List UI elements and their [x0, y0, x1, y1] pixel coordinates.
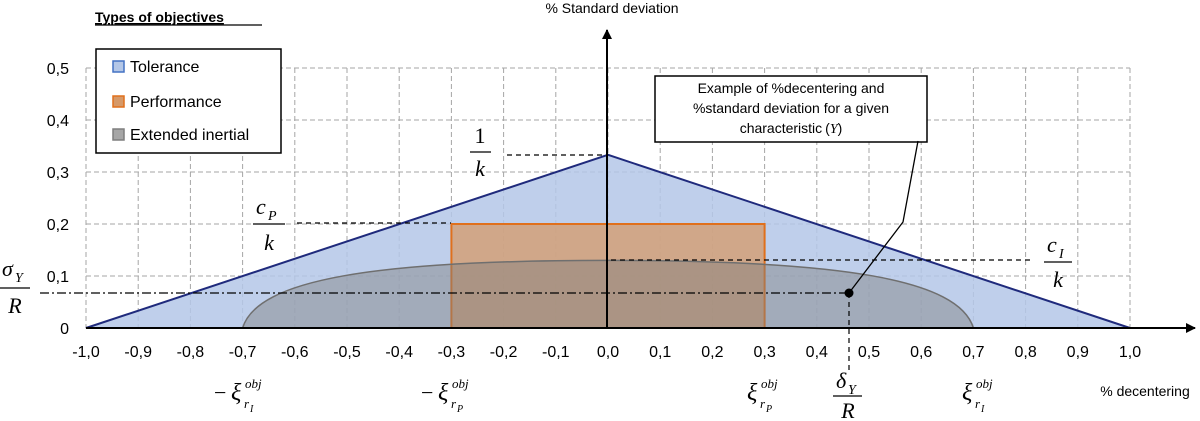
- svg-text:c: c: [256, 194, 266, 219]
- x-tick-label: 0,5: [858, 344, 880, 361]
- label-sigma-over-r: σ Y R: [0, 256, 30, 318]
- legend-swatch-tolerance: [112, 60, 125, 73]
- svg-text:ξ: ξ: [438, 380, 449, 406]
- x-tick-label: 0,0: [597, 344, 619, 361]
- label-xi-rP: ξ obj r P: [747, 376, 778, 415]
- svg-text:k: k: [264, 230, 275, 255]
- legend-title: Types of objectives: [95, 9, 224, 25]
- svg-text:ξ: ξ: [747, 380, 758, 406]
- svg-text:Y: Y: [15, 271, 25, 286]
- svg-text:r: r: [975, 396, 981, 411]
- legend-swatch-performance: [112, 95, 125, 108]
- x-tick-label: -1,0: [72, 344, 100, 361]
- label-xi-rI: ξ obj r I: [962, 376, 993, 415]
- x-tick-label: 0,6: [910, 344, 932, 361]
- legend-label-extended-inertial: Extended inertial: [130, 127, 249, 144]
- svg-text:Y: Y: [848, 383, 858, 398]
- svg-text:P: P: [765, 404, 772, 415]
- x-tick-label: -0,6: [281, 344, 309, 361]
- svg-text:I: I: [249, 404, 254, 415]
- callout-box: [654, 75, 928, 143]
- svg-text:r: r: [760, 396, 766, 411]
- x-tick-label: -0,8: [177, 344, 205, 361]
- svg-text:r: r: [244, 396, 250, 411]
- x-tick-label: 0,2: [701, 344, 723, 361]
- legend-label-performance: Performance: [130, 94, 222, 111]
- label-one-over-k: 1 k: [470, 123, 491, 181]
- y-tick-label: 0,2: [47, 217, 69, 234]
- svg-text:I: I: [980, 404, 985, 415]
- legend: Tolerance Performance Extended inertial: [95, 48, 282, 154]
- y-axis-title: % Standard deviation: [545, 0, 678, 16]
- label-minus-xi-rI: − ξ obj r I: [214, 376, 262, 415]
- legend-box: [95, 48, 282, 154]
- svg-text:obj: obj: [976, 376, 993, 391]
- example-callout: Example of %decentering and %standard de…: [654, 75, 928, 298]
- callout-line-1: Example of %decentering and: [698, 80, 885, 96]
- svg-text:−: −: [421, 380, 433, 405]
- y-tick-label: 0,4: [47, 113, 69, 130]
- x-tick-label: -0,5: [333, 344, 361, 361]
- svg-text:obj: obj: [761, 376, 778, 391]
- svg-text:I: I: [1058, 247, 1065, 262]
- x-axis-title: % decentering: [1100, 383, 1190, 399]
- x-tick-label: -0,2: [490, 344, 518, 361]
- callout-pointer: [848, 140, 919, 294]
- y-tick-labels: 0 0,1 0,2 0,3 0,4 0,5: [47, 61, 69, 338]
- label-minus-xi-rP: − ξ obj r P: [421, 376, 469, 415]
- x-tick-label: 0,7: [962, 344, 984, 361]
- callout-line-3: characteristic (Y): [740, 120, 843, 137]
- label-ci-over-k: c I k: [1044, 232, 1072, 292]
- x-tick-label: 0,4: [806, 344, 828, 361]
- x-tick-label: 0,3: [753, 344, 775, 361]
- y-tick-label: 0,1: [47, 269, 69, 286]
- label-delta-over-r: δ Y R: [833, 368, 862, 421]
- y-tick-label: 0: [60, 321, 69, 338]
- svg-text:δ: δ: [836, 368, 847, 393]
- x-tick-label: 0,9: [1067, 344, 1089, 361]
- x-tick-label: -0,9: [124, 344, 152, 361]
- y-tick-label: 0,3: [47, 165, 69, 182]
- legend-swatch-extended-inertial: [112, 128, 125, 141]
- x-tick-label: -0,7: [229, 344, 257, 361]
- svg-text:obj: obj: [452, 376, 469, 391]
- x-tick-label: 1,0: [1119, 344, 1141, 361]
- svg-text:r: r: [451, 396, 457, 411]
- svg-text:ξ: ξ: [231, 380, 242, 406]
- svg-text:P: P: [456, 404, 463, 415]
- svg-text:obj: obj: [245, 376, 262, 391]
- x-tick-labels: -1,0 -0,9 -0,8 -0,7 -0,6 -0,5 -0,4 -0,3 -0,2 -0,1…: [72, 344, 1141, 361]
- svg-text:R: R: [7, 293, 22, 318]
- example-point: [844, 288, 854, 298]
- legend-label-tolerance: Tolerance: [130, 59, 199, 76]
- svg-text:1: 1: [475, 123, 486, 148]
- y-tick-label: 0,5: [47, 61, 69, 78]
- label-cp-over-k: c P k: [253, 194, 285, 255]
- svg-text:P: P: [267, 209, 277, 224]
- svg-text:c: c: [1047, 232, 1057, 257]
- svg-text:ξ: ξ: [962, 380, 973, 406]
- callout-line-2: %standard deviation for a given: [693, 100, 889, 116]
- svg-text:σ: σ: [2, 256, 14, 281]
- x-tick-label: 0,1: [649, 344, 671, 361]
- x-tick-label: -0,4: [385, 344, 413, 361]
- svg-text:−: −: [214, 380, 226, 405]
- x-tick-label: -0,3: [438, 344, 466, 361]
- x-tick-label: 0,8: [1014, 344, 1036, 361]
- svg-text:k: k: [1053, 267, 1064, 292]
- svg-text:R: R: [840, 398, 855, 421]
- x-tick-label: -0,1: [542, 344, 570, 361]
- svg-text:k: k: [475, 156, 486, 181]
